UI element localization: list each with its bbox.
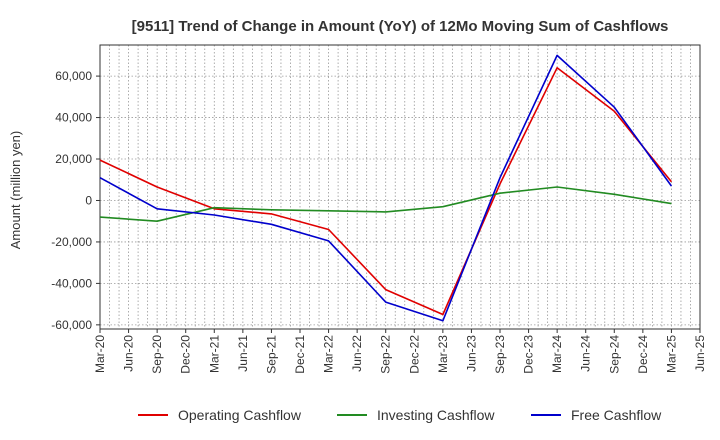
legend-label-free-cashflow: Free Cashflow bbox=[571, 407, 662, 423]
x-tick-label: Dec-21 bbox=[293, 335, 307, 374]
y-tick-label: 20,000 bbox=[55, 152, 92, 166]
legend-label-operating-cashflow: Operating Cashflow bbox=[178, 407, 302, 423]
chart-title: [9511] Trend of Change in Amount (YoY) o… bbox=[132, 18, 669, 35]
x-tick-label: Mar-24 bbox=[550, 335, 564, 373]
free-cashflow-line bbox=[99, 54, 673, 322]
x-tick-label: Sep-22 bbox=[379, 335, 393, 374]
y-axis-label: Amount (million yen) bbox=[8, 131, 23, 250]
legend: Operating Cashflow Investing Cashflow Free… bbox=[138, 407, 662, 423]
x-tick-label: Jun-23 bbox=[464, 335, 478, 372]
x-tick-label: Jun-20 bbox=[122, 335, 136, 372]
operating-cashflow-line bbox=[99, 67, 673, 316]
y-tick-label: -40,000 bbox=[51, 276, 92, 290]
legend-label-investing-cashflow: Investing Cashflow bbox=[377, 407, 495, 423]
x-tick-label: Jun-22 bbox=[350, 335, 364, 372]
x-tick-label: Mar-25 bbox=[664, 335, 678, 373]
x-tick-label: Dec-23 bbox=[522, 335, 536, 374]
y-tick-label: 0 bbox=[85, 193, 92, 207]
y-tick-label: -60,000 bbox=[51, 318, 92, 332]
x-tick-label: Sep-20 bbox=[150, 335, 164, 374]
x-tick-label: Dec-22 bbox=[407, 335, 421, 374]
x-tick-label: Mar-22 bbox=[322, 335, 336, 373]
x-tick-label: Mar-23 bbox=[436, 335, 450, 373]
plot-frame bbox=[99, 44, 701, 330]
x-tick-label: Sep-24 bbox=[607, 335, 621, 374]
y-tick-label: 60,000 bbox=[55, 69, 92, 83]
y-tick-label: 40,000 bbox=[55, 111, 92, 125]
x-tick-label: Jun-24 bbox=[579, 335, 593, 372]
x-tick-label: Jun-21 bbox=[236, 335, 250, 372]
axes: -60,000 -40,000 -20,000 0 20,000 40,000 60,000… bbox=[51, 44, 707, 374]
series-lines bbox=[99, 54, 673, 322]
x-tick-label: Dec-20 bbox=[179, 335, 193, 374]
grid-lines bbox=[100, 45, 700, 329]
x-tick-label: Sep-21 bbox=[264, 335, 278, 374]
x-tick-label: Dec-24 bbox=[636, 335, 650, 374]
x-tick-label: Mar-21 bbox=[207, 335, 221, 373]
y-tick-label: -20,000 bbox=[51, 235, 92, 249]
x-tick-label: Jun-25 bbox=[693, 335, 707, 372]
x-tick-label: Mar-20 bbox=[93, 335, 107, 373]
x-tick-label: Sep-23 bbox=[493, 335, 507, 374]
